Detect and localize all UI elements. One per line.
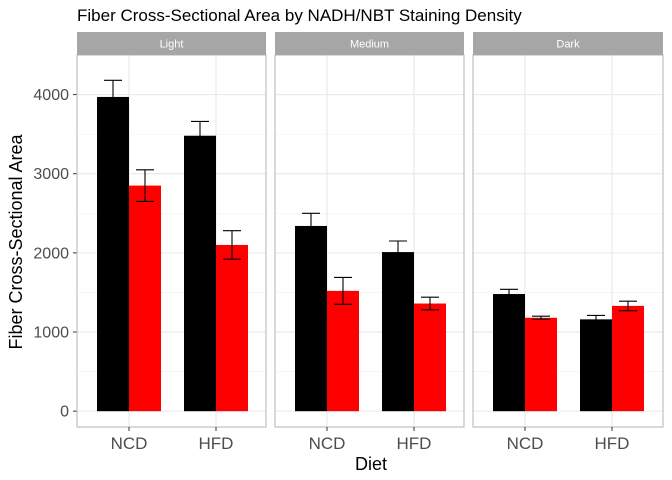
error-bar (619, 300, 637, 312)
facet-dark: Dark NCD HFD (472, 32, 664, 453)
bar (129, 185, 161, 412)
y-axis: 0 1000 2000 3000 4000 (33, 87, 77, 421)
error-bar (104, 79, 122, 115)
bar (525, 317, 557, 412)
bar (414, 303, 446, 412)
facet-strip (473, 32, 663, 55)
facet-strip-label: Dark (556, 39, 580, 51)
x-tick-label: HFD (595, 434, 630, 453)
y-tick-label: 2000 (33, 245, 69, 262)
facet-strip (77, 32, 266, 55)
error-bar (532, 315, 550, 320)
x-tick-label: NCD (507, 434, 544, 453)
bar (216, 244, 248, 412)
y-tick-label: 4000 (33, 87, 69, 104)
bar (97, 96, 129, 412)
bar (493, 294, 525, 412)
x-tick-label: NCD (309, 434, 346, 453)
x-tick-label: NCD (111, 434, 148, 453)
x-axis-title: Diet (355, 454, 387, 474)
facet-panels: Light NCD HFD Medium NCD HFD Dark NCD HFD (76, 32, 664, 453)
bar (295, 225, 327, 412)
facet-light: Light NCD HFD (76, 32, 267, 453)
error-bar (191, 120, 209, 151)
facet-strip (275, 32, 464, 55)
facet-medium: Medium NCD HFD (274, 32, 465, 453)
bar (327, 290, 359, 412)
bar (580, 319, 612, 412)
y-tick-label: 1000 (33, 325, 69, 342)
bar (612, 305, 644, 412)
bar (184, 135, 216, 412)
facet-strip-label: Medium (350, 39, 389, 51)
error-bar (421, 296, 439, 311)
x-tick-label: HFD (199, 434, 234, 453)
error-bar (302, 212, 320, 240)
error-bar (136, 169, 154, 202)
x-tick-label: HFD (397, 434, 432, 453)
error-bar (223, 230, 241, 260)
error-bar (587, 314, 605, 324)
error-bar (334, 276, 352, 305)
facet-strip-label: Light (160, 39, 184, 51)
y-axis-title: Fiber Cross-Sectional Area (6, 133, 26, 349)
chart-title: Fiber Cross-Sectional Area by NADH/NBT S… (77, 6, 522, 25)
error-bar (500, 288, 518, 300)
bar (382, 252, 414, 412)
y-tick-label: 0 (60, 404, 69, 421)
error-bar (389, 240, 407, 264)
y-tick-label: 3000 (33, 166, 69, 183)
